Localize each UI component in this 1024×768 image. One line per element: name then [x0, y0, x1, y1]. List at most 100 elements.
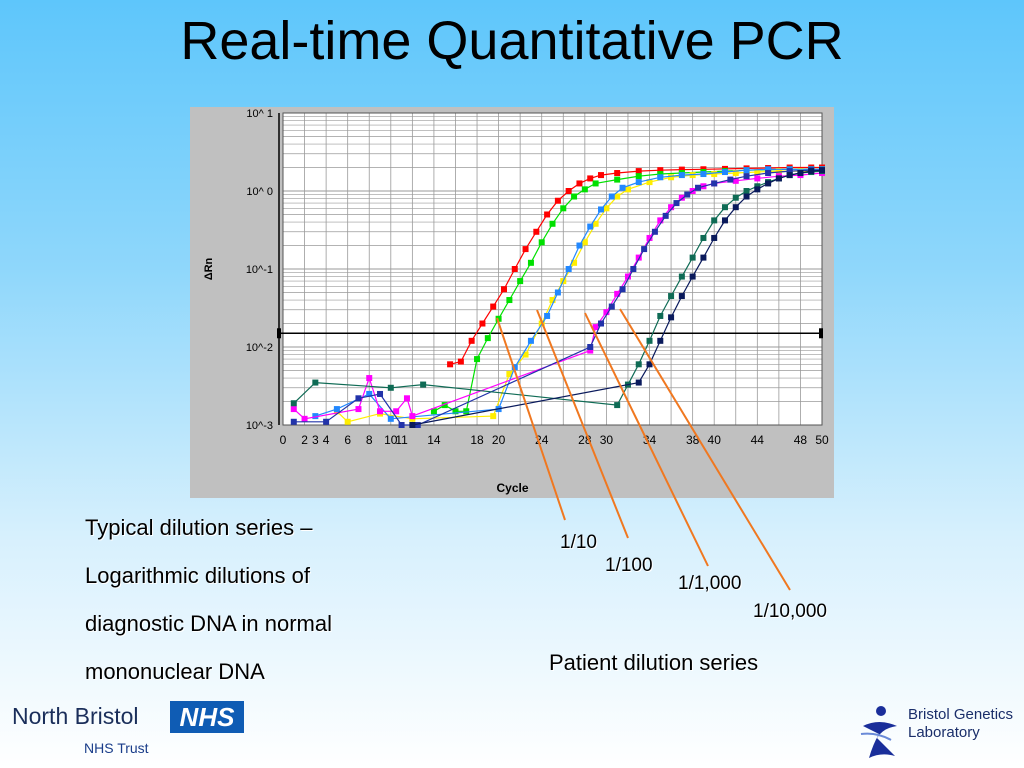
- data-point-series-1: [657, 167, 664, 174]
- threshold-handle-right: [819, 328, 823, 339]
- data-point-series-1: [678, 166, 685, 173]
- data-point-series-1: [544, 211, 551, 218]
- data-point-series-7: [614, 402, 621, 409]
- x-tick-label: 2: [301, 433, 308, 447]
- data-point-series-6: [765, 170, 772, 177]
- data-point-series-5: [403, 395, 410, 402]
- data-point-series-6: [743, 173, 750, 180]
- data-point-series-2: [474, 356, 481, 363]
- data-point-series-7: [635, 361, 642, 368]
- pcr-amplification-chart: 10^-3 10^-2 10^-1 10^ 0 10^ 1 0 2 3 4 6 8 10 11 14 18 2…: [190, 107, 834, 498]
- data-point-series-4: [576, 242, 583, 249]
- data-point-series-5: [624, 273, 631, 280]
- data-point-series-1: [598, 172, 605, 179]
- data-point-series-5: [635, 254, 642, 261]
- dilution-label-1-10000: 1/10,000: [753, 601, 827, 622]
- data-point-series-4: [333, 406, 340, 413]
- data-point-series-2: [560, 205, 567, 212]
- caption-line: diagnostic DNA in normal: [85, 611, 333, 636]
- data-point-series-4: [657, 174, 664, 181]
- data-point-series-6: [398, 422, 405, 428]
- data-point-series-5: [614, 290, 621, 297]
- data-point-series-4: [366, 390, 373, 397]
- data-point-series-7: [290, 400, 297, 407]
- data-point-series-8: [732, 204, 739, 211]
- data-point-series-8: [786, 172, 793, 179]
- data-point-series-6: [598, 320, 605, 327]
- data-point-series-2: [571, 193, 578, 200]
- x-tick-label: 38: [686, 433, 700, 447]
- data-point-series-5: [668, 204, 675, 211]
- data-point-series-7: [387, 384, 394, 391]
- data-point-series-7: [646, 337, 653, 344]
- data-point-series-2: [430, 408, 437, 415]
- data-point-series-4: [608, 193, 615, 200]
- data-point-series-4: [700, 171, 707, 178]
- y-tick-label: 10^-3: [246, 420, 273, 432]
- data-point-series-5: [592, 324, 599, 331]
- data-point-series-2: [581, 186, 588, 193]
- data-point-series-5: [355, 406, 362, 413]
- data-point-series-7: [657, 312, 664, 319]
- data-point-series-1: [490, 303, 497, 310]
- data-point-series-6: [377, 390, 384, 397]
- bristol-genetics-logo-icon: [860, 706, 897, 758]
- data-point-series-3: [603, 205, 610, 212]
- data-point-series-6: [786, 168, 793, 175]
- data-point-series-8: [721, 217, 728, 224]
- data-point-series-5: [290, 406, 297, 413]
- data-point-series-8: [808, 168, 815, 175]
- data-point-series-6: [695, 184, 702, 191]
- data-point-series-4: [765, 166, 772, 173]
- data-point-series-4: [678, 172, 685, 179]
- data-point-series-8: [635, 379, 642, 386]
- dilution-label-1-10: 1/10: [560, 532, 597, 553]
- data-point-series-1: [500, 286, 507, 293]
- data-point-series-5: [366, 375, 373, 382]
- slide-title: Real-time Quantitative PCR: [180, 11, 844, 71]
- data-point-series-1: [533, 228, 540, 235]
- data-point-series-1: [511, 266, 518, 272]
- data-point-series-2: [495, 315, 502, 322]
- x-tick-label: 50: [815, 433, 829, 447]
- bgl-line-1: Bristol Genetics: [908, 706, 1014, 723]
- data-point-series-6: [290, 418, 297, 425]
- data-point-series-4: [554, 289, 561, 296]
- dilution-label-1-1000: 1/1,000: [678, 573, 742, 594]
- data-point-series-5: [409, 413, 416, 420]
- data-point-series-7: [743, 188, 750, 194]
- data-point-series-7: [420, 381, 427, 388]
- data-point-series-4: [598, 206, 605, 213]
- y-tick-label: 10^-2: [246, 342, 273, 354]
- data-point-series-7: [732, 194, 739, 201]
- threshold-handle-left: [277, 328, 281, 339]
- x-tick-label: 3: [312, 433, 319, 447]
- data-point-series-3: [344, 418, 351, 425]
- data-point-series-8: [743, 193, 750, 200]
- y-tick-label: 10^-1: [246, 264, 273, 276]
- data-point-series-6: [608, 303, 615, 310]
- data-point-series-7: [754, 183, 761, 190]
- data-point-series-7: [700, 234, 707, 241]
- north-bristol-name: North Bristol: [12, 703, 139, 729]
- data-point-series-4: [527, 337, 534, 344]
- data-point-series-3: [571, 259, 578, 266]
- data-point-series-1: [447, 361, 454, 368]
- data-point-series-8: [409, 422, 416, 428]
- data-point-series-5: [301, 415, 308, 422]
- data-point-series-6: [414, 422, 421, 428]
- dilution-caption: Typical dilution series – Logarithmic di…: [85, 504, 445, 696]
- data-point-series-4: [619, 184, 626, 191]
- data-point-series-2: [517, 278, 524, 285]
- data-point-series-2: [635, 173, 642, 180]
- data-point-series-2: [484, 335, 491, 342]
- data-point-series-1: [614, 170, 621, 177]
- caption-line: Typical dilution series –: [85, 515, 313, 540]
- y-axis-label: ΔRn: [203, 257, 215, 280]
- data-point-series-3: [592, 220, 599, 227]
- data-point-series-2: [463, 408, 470, 415]
- x-tick-label: 10: [384, 433, 398, 447]
- nhs-logo: NHS: [170, 701, 244, 733]
- data-point-series-8: [775, 175, 782, 182]
- x-tick-label: 28: [578, 433, 592, 447]
